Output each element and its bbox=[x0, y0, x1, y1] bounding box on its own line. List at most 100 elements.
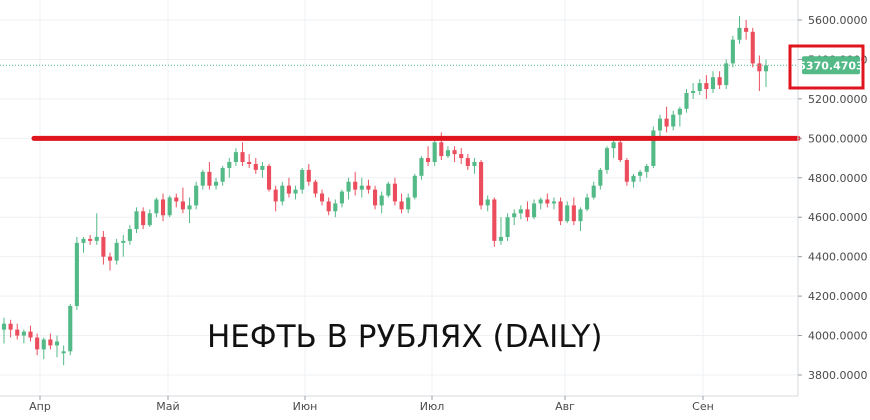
candle-down bbox=[107, 256, 113, 261]
candle-down bbox=[558, 201, 563, 222]
candle-series bbox=[1, 16, 769, 366]
candle-down bbox=[366, 185, 371, 190]
candle-down bbox=[545, 199, 550, 204]
candle-up bbox=[585, 197, 590, 210]
candle-up bbox=[485, 199, 490, 206]
candle-up bbox=[671, 114, 676, 127]
candle-up bbox=[419, 158, 424, 176]
x-tick-label: Авг bbox=[555, 400, 575, 413]
x-tick-label: Июн bbox=[293, 400, 318, 413]
candle-down bbox=[618, 142, 623, 161]
candle-up bbox=[578, 209, 583, 222]
candle-up bbox=[737, 27, 742, 40]
candle-down bbox=[465, 158, 470, 166]
candle-up bbox=[68, 305, 73, 352]
y-tick-label: 5600.0000 bbox=[808, 14, 868, 27]
candle-up bbox=[697, 83, 702, 91]
candle-down bbox=[101, 236, 106, 257]
candle-up bbox=[1, 323, 7, 330]
candle-up bbox=[445, 150, 451, 157]
candle-down bbox=[373, 189, 378, 206]
candle-up bbox=[280, 185, 285, 202]
candle-up bbox=[260, 165, 265, 170]
candle-up bbox=[21, 331, 26, 336]
candle-down bbox=[399, 201, 404, 210]
chart-annotation: НЕФТЬ В РУБЛЯХ (DAILY) bbox=[207, 319, 603, 355]
candle-up bbox=[127, 229, 132, 241]
candle-down bbox=[717, 77, 722, 86]
candle-up bbox=[187, 205, 192, 210]
candle-up bbox=[657, 118, 663, 131]
candle-up bbox=[346, 181, 351, 192]
candle-down bbox=[452, 150, 457, 155]
y-tick-label: 4400.0000 bbox=[808, 251, 868, 264]
candle-up bbox=[227, 162, 232, 168]
candle-down bbox=[313, 181, 318, 194]
price-highlight-box bbox=[788, 44, 865, 90]
candle-up bbox=[644, 165, 649, 172]
candle-up bbox=[134, 211, 139, 230]
candle-down bbox=[744, 27, 749, 32]
candle-down bbox=[426, 158, 431, 162]
candle-up bbox=[300, 169, 305, 190]
candle-up bbox=[518, 209, 523, 214]
candle-up bbox=[81, 238, 86, 243]
current-price-label: 5370.4703 bbox=[798, 59, 863, 72]
current-price-tag-bg bbox=[802, 56, 860, 75]
candle-up bbox=[730, 39, 735, 64]
candle-up bbox=[432, 142, 437, 162]
candle-down bbox=[8, 323, 13, 330]
candle-up bbox=[591, 185, 596, 198]
current-price-tag: 5370.4703 bbox=[798, 56, 864, 75]
candle-up bbox=[74, 242, 79, 306]
candle-down bbox=[88, 238, 93, 241]
x-tick-label: Апр bbox=[29, 400, 51, 413]
candle-up bbox=[724, 63, 729, 86]
candle-up bbox=[631, 175, 636, 182]
candle-up bbox=[412, 175, 417, 198]
candle-up bbox=[638, 171, 643, 176]
candle-up bbox=[512, 213, 517, 218]
candle-up bbox=[651, 130, 656, 166]
candle-up bbox=[611, 142, 616, 149]
candle-up bbox=[220, 167, 225, 182]
candle-up bbox=[167, 197, 172, 216]
candle-down bbox=[750, 31, 755, 64]
candle-up bbox=[121, 240, 126, 243]
candle-up bbox=[61, 351, 66, 354]
candle-down bbox=[266, 165, 272, 190]
candle-down bbox=[240, 152, 245, 162]
candle-up bbox=[233, 152, 238, 162]
candle-up bbox=[472, 162, 477, 166]
candle-up bbox=[498, 236, 504, 241]
candle-up bbox=[213, 181, 219, 186]
candle-up bbox=[604, 148, 610, 170]
candle-down bbox=[492, 199, 497, 241]
candle-down bbox=[353, 181, 358, 190]
candle-up bbox=[532, 203, 537, 218]
x-tick-label: Сен bbox=[692, 400, 714, 413]
candle-up bbox=[54, 341, 60, 346]
candle-down bbox=[319, 193, 325, 202]
candle-up bbox=[565, 205, 570, 222]
candle-up bbox=[114, 242, 119, 261]
candle-up bbox=[293, 189, 298, 194]
candle-up bbox=[406, 197, 411, 210]
candle-down bbox=[479, 162, 484, 206]
candle-down bbox=[35, 337, 40, 350]
candle-down bbox=[174, 197, 179, 202]
candle-down bbox=[15, 329, 20, 336]
candle-up bbox=[154, 199, 159, 214]
x-tick-label: Май bbox=[156, 400, 179, 413]
candle-down bbox=[326, 201, 331, 212]
y-tick-label: 4800.0000 bbox=[808, 172, 868, 185]
candle-down bbox=[180, 201, 185, 210]
candle-down bbox=[286, 185, 291, 194]
candle-down bbox=[141, 211, 146, 226]
candle-up bbox=[598, 169, 603, 186]
candle-down bbox=[48, 339, 53, 346]
candle-up bbox=[339, 191, 344, 204]
candle-up bbox=[94, 236, 99, 241]
y-tick-label: 5000.0000 bbox=[808, 132, 868, 145]
